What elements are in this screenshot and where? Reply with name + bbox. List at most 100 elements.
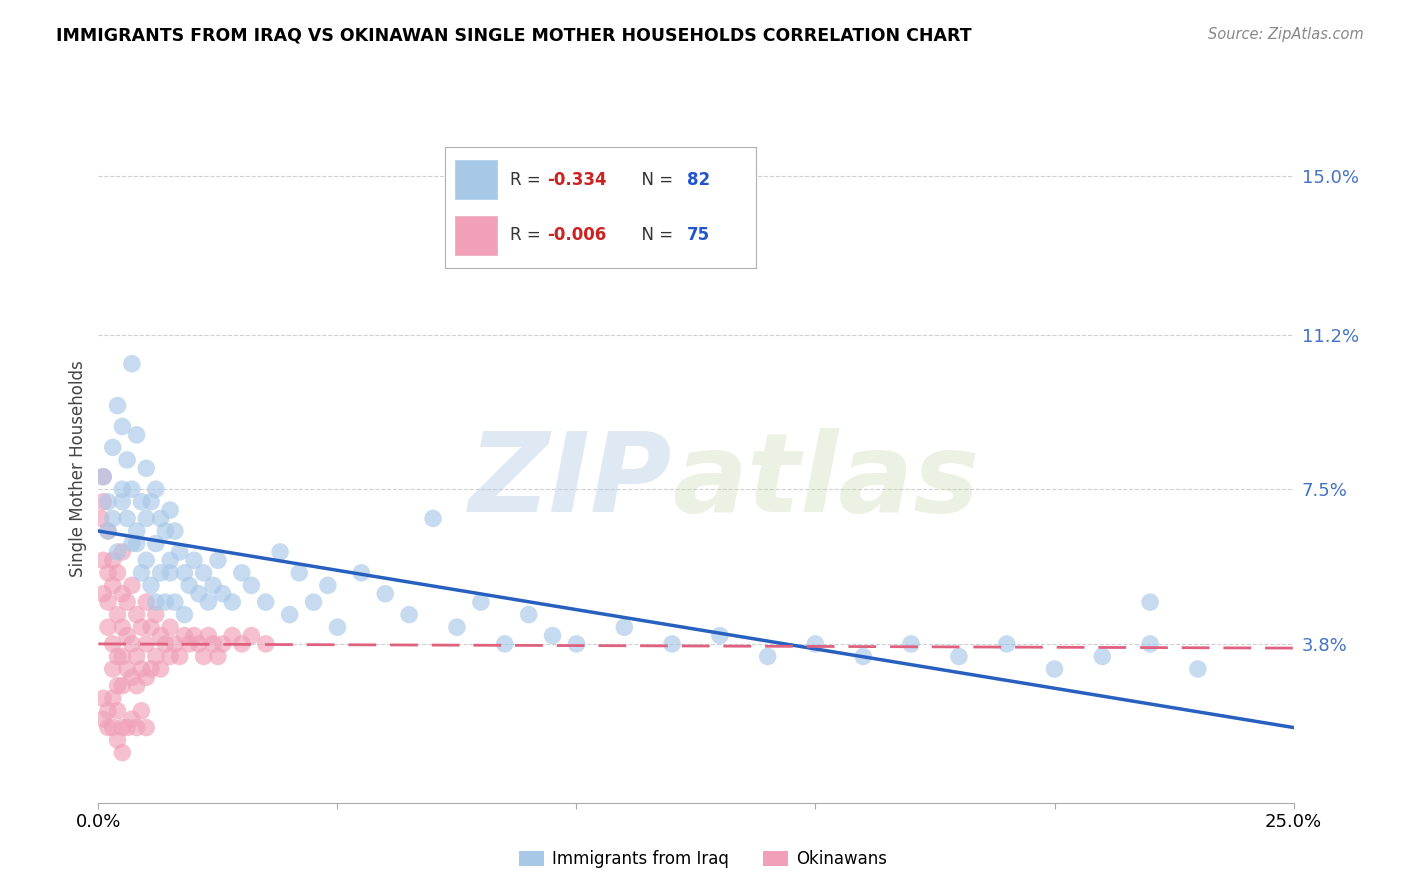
Point xyxy=(111,721,134,735)
Point xyxy=(101,721,124,735)
Point xyxy=(107,679,129,693)
Point xyxy=(149,628,172,642)
Point xyxy=(97,566,120,580)
Point xyxy=(302,595,325,609)
Point xyxy=(125,679,148,693)
Point xyxy=(121,357,143,371)
Point xyxy=(207,649,229,664)
Point xyxy=(278,607,301,622)
Point xyxy=(111,620,134,634)
Point xyxy=(149,662,172,676)
Point xyxy=(187,587,209,601)
Point xyxy=(316,578,339,592)
Point xyxy=(91,712,114,726)
Point xyxy=(145,482,167,496)
Point xyxy=(211,637,233,651)
Point xyxy=(91,469,114,483)
Point xyxy=(159,553,181,567)
Point xyxy=(193,566,215,580)
Point xyxy=(121,536,143,550)
Point xyxy=(159,649,181,664)
Point xyxy=(111,482,134,496)
Point xyxy=(254,637,277,651)
Legend: Immigrants from Iraq, Okinawans: Immigrants from Iraq, Okinawans xyxy=(512,844,894,875)
Point xyxy=(155,524,177,538)
Point xyxy=(115,511,138,525)
Point xyxy=(107,733,129,747)
Point xyxy=(1139,637,1161,651)
Point xyxy=(240,578,263,592)
Point xyxy=(115,721,138,735)
Point xyxy=(139,495,162,509)
Point xyxy=(231,566,253,580)
Point xyxy=(207,553,229,567)
Point xyxy=(111,746,134,760)
Point xyxy=(326,620,349,634)
Point xyxy=(121,670,143,684)
Point xyxy=(169,649,191,664)
Point xyxy=(240,628,263,642)
Point xyxy=(398,607,420,622)
Point xyxy=(948,649,970,664)
Point xyxy=(131,662,153,676)
Point xyxy=(125,428,148,442)
Point xyxy=(135,461,157,475)
Point xyxy=(149,511,172,525)
Point xyxy=(97,524,120,538)
Point xyxy=(149,566,172,580)
Point xyxy=(269,545,291,559)
Point xyxy=(661,637,683,651)
Point xyxy=(121,578,143,592)
Point xyxy=(163,637,186,651)
Text: atlas: atlas xyxy=(672,428,980,535)
Point xyxy=(125,721,148,735)
Point xyxy=(169,545,191,559)
Text: Source: ZipAtlas.com: Source: ZipAtlas.com xyxy=(1208,27,1364,42)
Point xyxy=(135,511,157,525)
Point xyxy=(131,704,153,718)
Point xyxy=(221,628,243,642)
Point xyxy=(115,453,138,467)
Point xyxy=(145,607,167,622)
Point xyxy=(900,637,922,651)
Point xyxy=(115,662,138,676)
Point xyxy=(135,637,157,651)
Point xyxy=(135,595,157,609)
Point xyxy=(91,469,114,483)
Point xyxy=(159,566,181,580)
Point xyxy=(101,691,124,706)
Point xyxy=(97,595,120,609)
Text: IMMIGRANTS FROM IRAQ VS OKINAWAN SINGLE MOTHER HOUSEHOLDS CORRELATION CHART: IMMIGRANTS FROM IRAQ VS OKINAWAN SINGLE … xyxy=(56,27,972,45)
Point xyxy=(101,662,124,676)
Point xyxy=(494,637,516,651)
Point xyxy=(183,553,205,567)
Point xyxy=(159,503,181,517)
Text: ZIP: ZIP xyxy=(468,428,672,535)
Point xyxy=(145,595,167,609)
Point xyxy=(139,578,162,592)
Point xyxy=(183,628,205,642)
Point xyxy=(125,607,148,622)
Point xyxy=(173,628,195,642)
Point xyxy=(135,553,157,567)
Point xyxy=(852,649,875,664)
Point xyxy=(422,511,444,525)
Point xyxy=(91,587,114,601)
Point xyxy=(173,566,195,580)
Point xyxy=(111,649,134,664)
Point xyxy=(202,578,225,592)
Point xyxy=(145,649,167,664)
Point xyxy=(1091,649,1114,664)
Point xyxy=(111,679,134,693)
Point xyxy=(135,670,157,684)
Point xyxy=(231,637,253,651)
Point xyxy=(91,495,114,509)
Point xyxy=(470,595,492,609)
Point xyxy=(131,566,153,580)
Point xyxy=(101,637,124,651)
Point xyxy=(374,587,396,601)
Point xyxy=(107,545,129,559)
Point xyxy=(139,662,162,676)
Point xyxy=(101,511,124,525)
Point xyxy=(111,495,134,509)
